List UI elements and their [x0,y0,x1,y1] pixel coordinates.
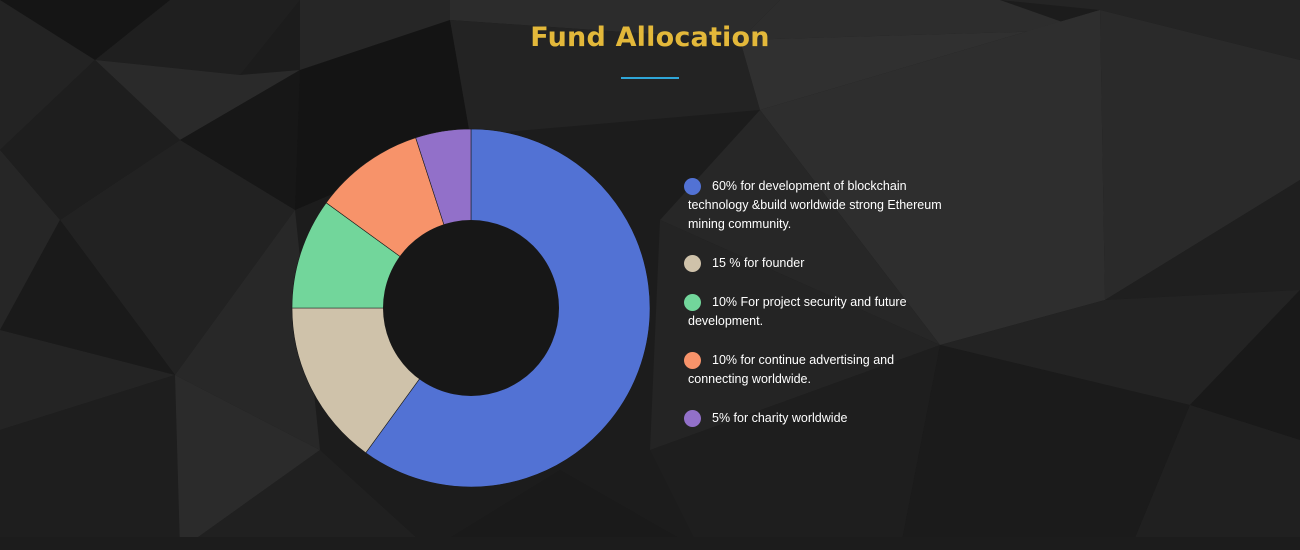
section-title: Fund Allocation [530,22,770,53]
legend-swatch [684,352,701,369]
legend-label: 10% For project security and future deve… [688,295,907,328]
bottom-strip [0,537,1300,550]
legend-item: 5% for charity worldwide [684,409,944,428]
legend-swatch [684,294,701,311]
legend-swatch [684,255,701,272]
legend-item: 10% for continue advertising and connect… [684,351,944,389]
chart-legend: 60% for development of blockchain techno… [684,177,944,448]
legend-label: 5% for charity worldwide [712,411,848,425]
legend-item: 10% For project security and future deve… [684,293,944,331]
donut-hole [383,220,559,396]
legend-item: 15 % for founder [684,254,944,273]
legend-swatch [684,410,701,427]
legend-swatch [684,178,701,195]
legend-label: 10% for continue advertising and connect… [688,353,895,386]
legend-label: 15 % for founder [712,256,805,270]
title-underline [621,77,679,79]
legend-item: 60% for development of blockchain techno… [684,177,944,234]
legend-label: 60% for development of blockchain techno… [688,179,942,231]
